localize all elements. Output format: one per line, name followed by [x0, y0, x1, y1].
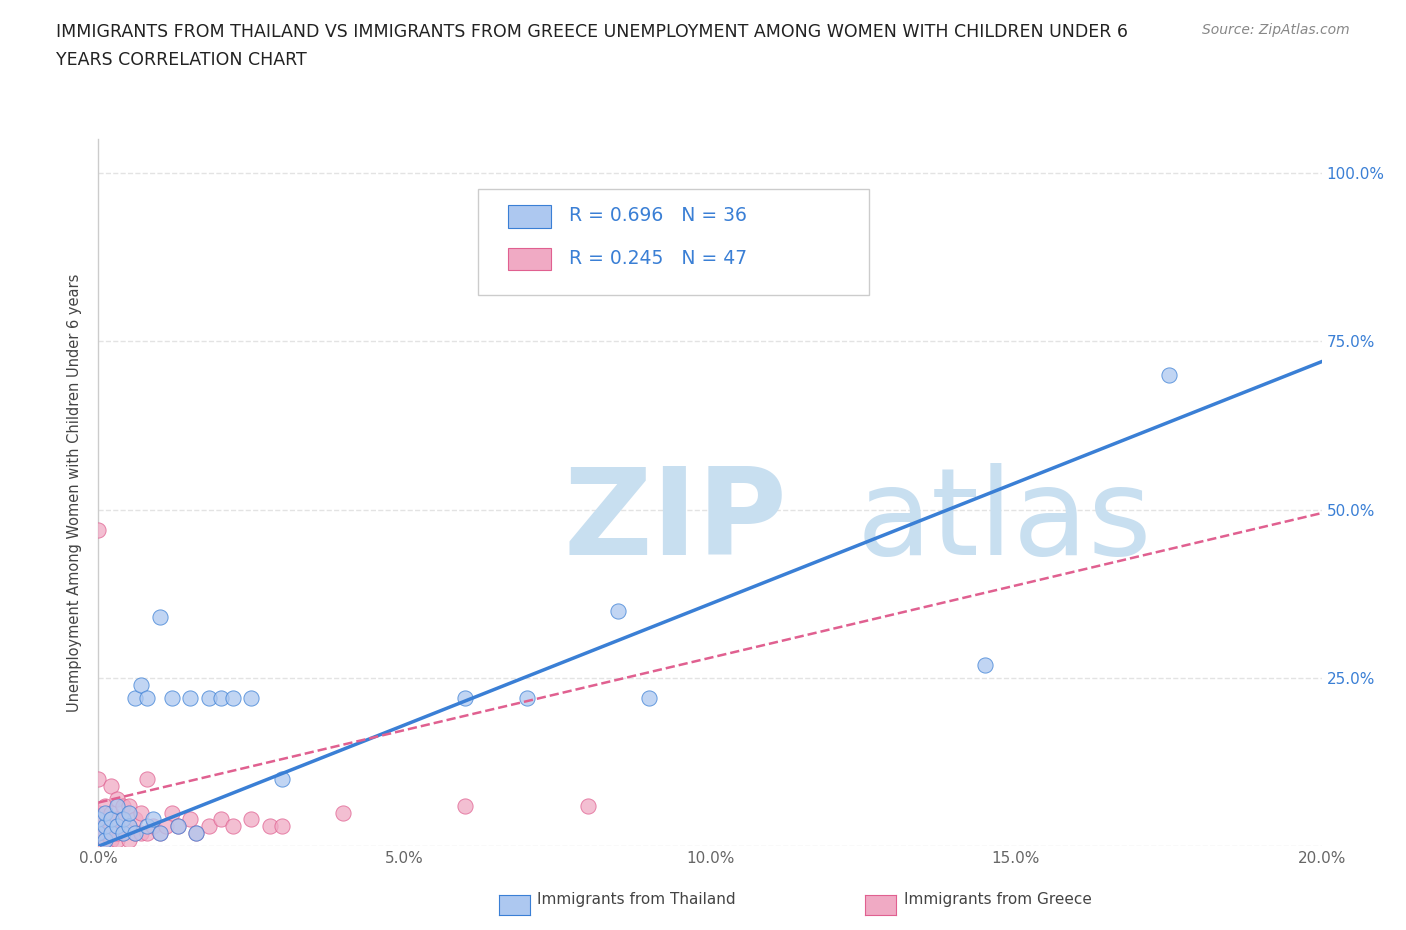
- Point: [111, 812, 134, 827]
- Point: [118, 818, 141, 833]
- Point: [136, 772, 159, 787]
- Point: [129, 805, 152, 820]
- Text: atlas: atlas: [856, 462, 1153, 579]
- Point: [454, 799, 477, 814]
- Point: [240, 691, 263, 706]
- Point: [142, 812, 165, 827]
- Point: [118, 832, 141, 847]
- Point: [186, 826, 208, 841]
- Point: [167, 818, 190, 833]
- Text: R = 0.245   N = 47: R = 0.245 N = 47: [569, 248, 748, 268]
- Point: [118, 818, 141, 833]
- Point: [209, 812, 232, 827]
- Point: [136, 826, 159, 841]
- Point: [167, 818, 190, 833]
- Point: [516, 691, 538, 706]
- Point: [87, 826, 110, 841]
- Point: [124, 826, 146, 841]
- Point: [87, 523, 110, 538]
- Point: [222, 818, 245, 833]
- Point: [124, 826, 146, 841]
- Point: [105, 799, 128, 814]
- Point: [222, 691, 245, 706]
- Point: [87, 805, 110, 820]
- Point: [118, 799, 141, 814]
- Point: [111, 799, 134, 814]
- Point: [270, 772, 292, 787]
- Point: [160, 805, 183, 820]
- FancyBboxPatch shape: [508, 206, 551, 228]
- Point: [93, 832, 115, 847]
- Point: [197, 818, 219, 833]
- Text: YEARS CORRELATION CHART: YEARS CORRELATION CHART: [56, 51, 307, 69]
- Point: [93, 805, 115, 820]
- Point: [100, 826, 122, 841]
- Point: [454, 691, 477, 706]
- Point: [111, 826, 134, 841]
- Point: [155, 818, 177, 833]
- Point: [93, 818, 115, 833]
- Point: [136, 818, 159, 833]
- Point: [87, 818, 110, 833]
- Point: [100, 812, 122, 827]
- Point: [100, 805, 122, 820]
- Point: [124, 691, 146, 706]
- Point: [974, 658, 997, 672]
- Point: [1157, 367, 1180, 382]
- Y-axis label: Unemployment Among Women with Children Under 6 years: Unemployment Among Women with Children U…: [67, 273, 83, 712]
- Text: R = 0.696   N = 36: R = 0.696 N = 36: [569, 206, 747, 225]
- Text: ZIP: ZIP: [564, 462, 787, 579]
- Point: [111, 826, 134, 841]
- Point: [105, 826, 128, 841]
- Point: [209, 691, 232, 706]
- Point: [270, 818, 292, 833]
- Point: [105, 791, 128, 806]
- Text: Immigrants from Greece: Immigrants from Greece: [904, 892, 1092, 907]
- Point: [129, 826, 152, 841]
- Point: [637, 691, 661, 706]
- Text: Source: ZipAtlas.com: Source: ZipAtlas.com: [1202, 23, 1350, 37]
- Point: [259, 818, 281, 833]
- Point: [142, 818, 165, 833]
- Point: [111, 812, 134, 827]
- Point: [93, 799, 115, 814]
- Point: [93, 826, 115, 841]
- Point: [332, 805, 354, 820]
- Point: [93, 818, 115, 833]
- Point: [149, 610, 172, 625]
- Point: [100, 832, 122, 847]
- Point: [124, 812, 146, 827]
- Point: [100, 818, 122, 833]
- Point: [100, 778, 122, 793]
- Point: [105, 812, 128, 827]
- Point: [149, 826, 172, 841]
- Point: [87, 832, 110, 847]
- FancyBboxPatch shape: [508, 247, 551, 271]
- Point: [576, 799, 599, 814]
- Point: [240, 812, 263, 827]
- Point: [105, 832, 128, 847]
- Point: [607, 604, 630, 618]
- Point: [105, 818, 128, 833]
- Point: [160, 691, 183, 706]
- Point: [129, 677, 152, 692]
- Point: [118, 805, 141, 820]
- Point: [179, 691, 201, 706]
- Point: [87, 812, 110, 827]
- Point: [87, 812, 110, 827]
- Point: [186, 826, 208, 841]
- Text: IMMIGRANTS FROM THAILAND VS IMMIGRANTS FROM GREECE UNEMPLOYMENT AMONG WOMEN WITH: IMMIGRANTS FROM THAILAND VS IMMIGRANTS F…: [56, 23, 1128, 41]
- Point: [149, 826, 172, 841]
- Point: [197, 691, 219, 706]
- Point: [179, 812, 201, 827]
- Point: [93, 832, 115, 847]
- FancyBboxPatch shape: [478, 189, 869, 295]
- Point: [136, 691, 159, 706]
- Text: Immigrants from Thailand: Immigrants from Thailand: [537, 892, 735, 907]
- Point: [87, 772, 110, 787]
- Point: [87, 826, 110, 841]
